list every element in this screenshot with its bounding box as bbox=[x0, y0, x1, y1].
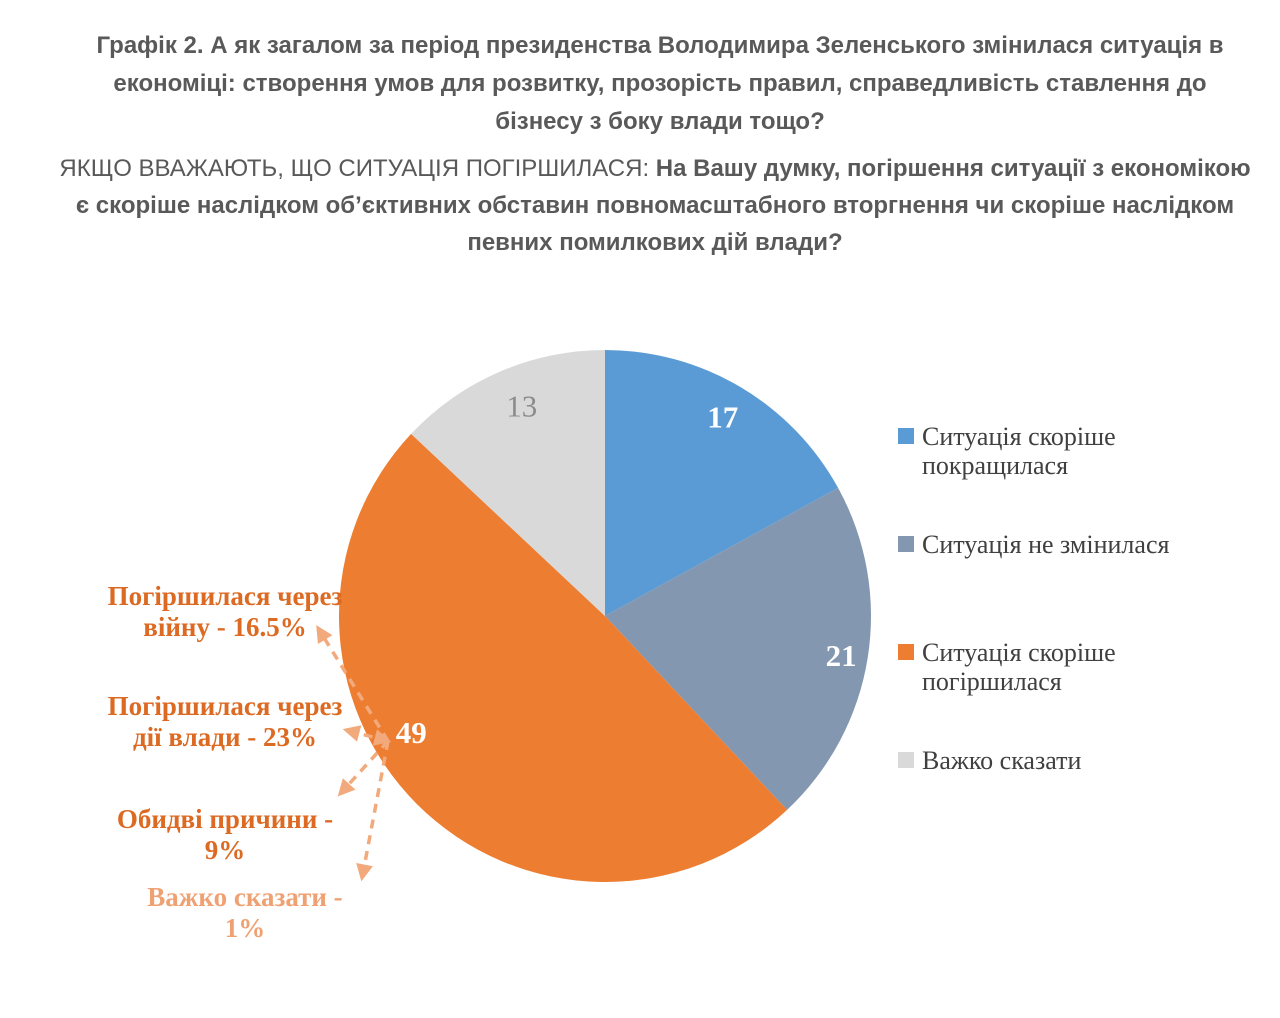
callout-line: дії влади - 23% bbox=[133, 722, 317, 752]
legend-label: Ситуація скоріше покращилася bbox=[922, 422, 1116, 480]
legend-label: Ситуація не змінилася bbox=[922, 530, 1170, 559]
pie-value-label-2: 21 bbox=[826, 638, 857, 673]
callout-arrow-1 bbox=[316, 625, 390, 742]
legend-swatch-icon bbox=[898, 752, 914, 768]
callout-line: 1% bbox=[224, 913, 266, 943]
pie-slice-3 bbox=[338, 433, 788, 883]
pie-callout-label-2: Погіршилася через дії влади - 23% bbox=[85, 691, 365, 753]
legend-label: Ситуація скоріше погіршилася bbox=[922, 638, 1116, 696]
callout-line: Обидві причини - bbox=[116, 804, 334, 834]
callout-arrow-3 bbox=[337, 739, 390, 797]
legend-swatch-icon bbox=[898, 644, 914, 660]
followup-condition-text: ЯКЩО ВВАЖАЮТЬ, ЩО СИТУАЦІЯ ПОГІРШИЛАСЯ: bbox=[59, 155, 650, 182]
legend-swatch-icon bbox=[898, 428, 914, 444]
legend-swatch-icon bbox=[898, 536, 914, 552]
pie-callout-label-1: Погіршилася через війну - 16.5% bbox=[85, 581, 365, 643]
legend-item-1: Ситуація скоріше покращилася bbox=[898, 422, 1234, 480]
callout-arrow-4 bbox=[356, 740, 390, 882]
chart-question-title: Графік 2. А як загалом за період президе… bbox=[96, 32, 1224, 135]
pie-slice-1 bbox=[605, 350, 839, 616]
pie-value-label-4: 13 bbox=[506, 388, 537, 423]
followup-question-bold-text: На Вашу думку, погіршення ситуації з еко… bbox=[75, 155, 1251, 256]
chart-legend: Ситуація скоріше покращилася Ситуація не … bbox=[898, 0, 1258, 1018]
legend-label: Важко сказати bbox=[922, 746, 1082, 775]
callout-line: війну - 16.5% bbox=[143, 612, 307, 642]
pie-slice-4 bbox=[411, 350, 605, 616]
callout-line: Погіршилася через bbox=[107, 691, 343, 721]
pie-slice-2 bbox=[605, 487, 871, 810]
pie-value-label-1: 17 bbox=[707, 399, 738, 434]
legend-item-4: Важко сказати bbox=[898, 746, 1234, 775]
callout-arrow-2 bbox=[342, 725, 392, 746]
legend-item-3: Ситуація скоріше погіршилася bbox=[898, 638, 1234, 696]
pie-callout-label-4: Важко сказати -1% bbox=[105, 882, 385, 944]
chart-followup-question: ЯКЩО ВВАЖАЮТЬ, ЩО СИТУАЦІЯ ПОГІРШИЛАСЯ: … bbox=[55, 150, 1255, 261]
callout-line: Погіршилася через bbox=[107, 581, 343, 611]
legend-item-2: Ситуація не змінилася bbox=[898, 530, 1234, 559]
pie-callout-label-3: Обидві причини -9% bbox=[85, 804, 365, 866]
callout-line: 9% bbox=[204, 835, 246, 865]
callout-line: Важко сказати - bbox=[147, 882, 343, 912]
pie-value-label-3: 49 bbox=[396, 715, 427, 750]
